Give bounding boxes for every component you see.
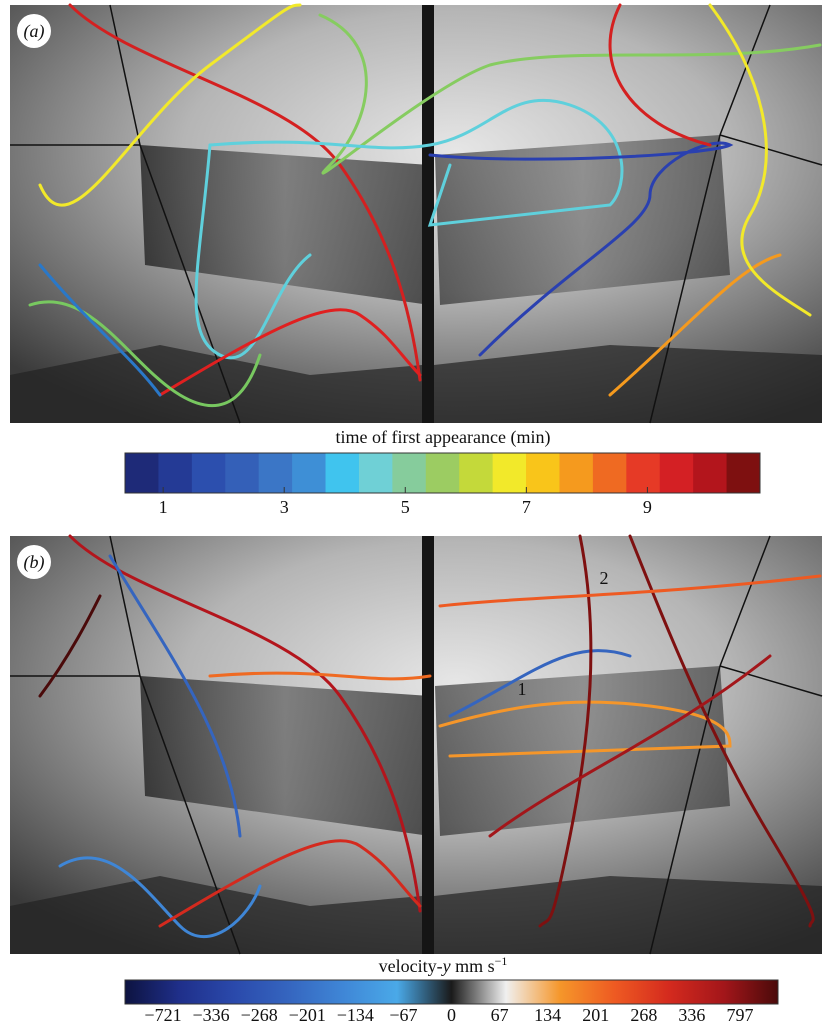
colorbar-tick-label: 7 [522,497,531,517]
colorbar-title: time of first appearance (min) [336,427,551,448]
colorbar-tick-label: 336 [678,1005,705,1025]
tent-net [140,145,430,305]
trajectory [28,300,262,408]
trajectory [608,253,782,397]
photo-panel: (a) [10,3,823,424]
colorbar-segment [459,453,494,493]
photo-divider [422,5,434,423]
colorbar-tick-label: 67 [491,1005,509,1025]
panel-label: (a) [24,21,45,42]
colorbar-segment [592,453,627,493]
panel-label-badge [17,545,51,579]
trajectory [38,594,102,698]
trajectory [38,263,162,397]
colorbar-tick-label: 9 [643,497,652,517]
tent-net [140,676,430,836]
tent-pole [10,4,241,424]
colorbar-tick-label: −201 [289,1005,326,1025]
colorbar-title-part: y [441,956,451,976]
colorbar-tick-label: −721 [144,1005,181,1025]
colorbar-segment [358,453,393,493]
photo-divider [422,536,434,954]
colorbar-segment [191,453,226,493]
annotation: 2 [600,568,609,588]
colorbar-title-part: mm s [451,956,495,976]
trajectory [68,534,422,913]
trajectory [628,534,815,928]
colorbar-tick-label: 0 [447,1005,456,1025]
trajectory [38,3,302,207]
trajectory [488,654,772,838]
annotation: 1 [518,679,527,699]
colorbar-segment [693,453,728,493]
trajectory [208,671,432,681]
colorbar-segment [225,453,260,493]
colorbar-tick-label: 1 [159,497,168,517]
trajectory [448,649,632,718]
trajectory [108,554,242,838]
trajectory [208,98,624,227]
trajectory [708,3,812,317]
colorbar-segment [726,453,761,493]
colorbar-segment [526,453,560,493]
colorbar-tick-label: 201 [582,1005,609,1025]
colorbar-tick-label: −268 [241,1005,278,1025]
colorbar-title-part: −1 [495,954,508,968]
colorbar-title: velocity-y mm s−1 [379,954,508,976]
trajectory [158,839,422,928]
colorbar-segment [425,453,460,493]
trajectory [438,700,732,758]
trajectory [608,3,712,147]
floor-shadow [434,876,822,954]
colorbar-tick-label: −134 [337,1005,374,1025]
colorbar-segment [158,453,193,493]
colorbar-fill [124,979,779,1005]
colorbar-segment [559,453,594,493]
colorbar-tick-label: 5 [401,497,410,517]
colorbar-title-part: velocity- [379,956,443,976]
panel-label: (b) [24,552,45,573]
tent-pole [649,4,823,424]
colorbar-frame [124,452,761,494]
photo-panel: (b) [10,534,823,955]
trajectory [428,141,734,357]
floor-shadow [10,876,422,954]
colorbar-tick-label: 134 [534,1005,561,1025]
tent-pole [649,535,823,955]
colorbar-tick-label: 797 [727,1005,754,1025]
colorbar-tick-label: −67 [389,1005,417,1025]
colorbar-segment [325,453,360,493]
colorbar-segment [292,453,327,493]
floor-shadow [10,345,422,423]
trajectory [58,856,262,939]
colorbar-segment [258,453,293,493]
colorbar-segment [626,453,661,493]
colorbar-segment [492,453,527,493]
colorbar-tick-label: 3 [280,497,289,517]
colorbar-segment [392,453,427,493]
panel-label-badge [17,14,51,48]
trajectory [158,308,422,397]
trajectory [538,534,593,928]
trajectory [318,13,822,175]
tent-pole [10,535,241,955]
colorbar-segment [659,453,694,493]
colorbar-tick-label: −336 [193,1005,230,1025]
colorbar-segment [125,453,159,493]
colorbar-tick-label: 268 [630,1005,657,1025]
trajectory [438,574,822,608]
trajectory [194,143,312,360]
floor-shadow [434,345,822,423]
